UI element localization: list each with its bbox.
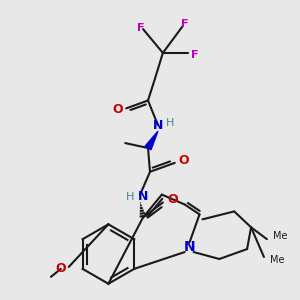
Text: N: N bbox=[138, 190, 148, 203]
Text: N: N bbox=[153, 119, 163, 132]
Text: Me: Me bbox=[270, 255, 284, 265]
Text: O: O bbox=[112, 103, 123, 116]
Text: O: O bbox=[56, 262, 66, 275]
Text: F: F bbox=[137, 23, 145, 33]
Text: O: O bbox=[167, 193, 178, 206]
Text: F: F bbox=[191, 50, 198, 60]
Text: N: N bbox=[184, 240, 195, 254]
Polygon shape bbox=[145, 131, 158, 150]
Text: H: H bbox=[126, 192, 134, 202]
Text: O: O bbox=[178, 154, 189, 167]
Text: H: H bbox=[166, 118, 174, 128]
Text: F: F bbox=[181, 19, 188, 29]
Text: Me: Me bbox=[273, 231, 287, 241]
